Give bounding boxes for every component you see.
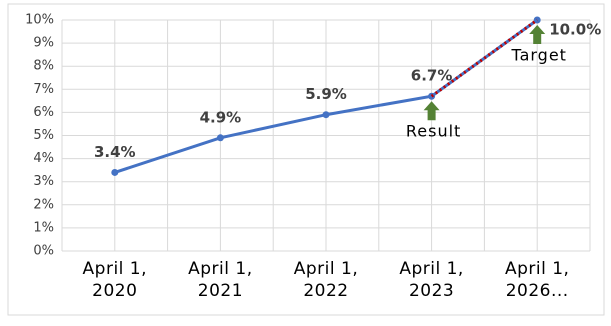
y-tick-label: 10% <box>25 13 54 28</box>
data-point <box>322 111 330 119</box>
annotation-arrow <box>423 101 440 121</box>
target-line <box>430 18 539 98</box>
data-label: 10.0% <box>549 21 601 39</box>
x-tick-label: April 1, 2022 <box>293 259 359 301</box>
y-tick-label: 2% <box>33 197 54 212</box>
x-tick-label: April 1, 2021 <box>188 259 253 301</box>
annotation: Target <box>510 46 567 65</box>
annotation: Result <box>406 122 461 141</box>
chart-frame <box>7 3 605 316</box>
data-label: 4.9% <box>200 108 242 126</box>
y-tick-label: 3% <box>33 174 54 189</box>
data-point <box>216 134 224 142</box>
data-label: 5.9% <box>305 85 347 103</box>
data-label: 6.7% <box>411 67 453 85</box>
y-tick-label: 4% <box>33 151 54 166</box>
y-tick-label: 1% <box>33 220 54 235</box>
x-tick-label: April 1, 2023 <box>399 259 464 301</box>
x-tick-label: April 1, 2020 <box>82 259 148 301</box>
y-tick-label: 9% <box>33 36 54 51</box>
y-tick-label: 8% <box>33 59 54 74</box>
y-tick-label: 6% <box>33 105 54 120</box>
y-tick-label: 5% <box>33 128 54 143</box>
data-point <box>111 168 119 176</box>
y-tick-label: 0% <box>33 244 54 259</box>
y-tick-label: 7% <box>33 82 54 97</box>
data-label: 3.4% <box>94 143 136 161</box>
x-tick-label: April 1, 2026... <box>504 259 570 301</box>
annotation-arrow <box>529 25 546 44</box>
